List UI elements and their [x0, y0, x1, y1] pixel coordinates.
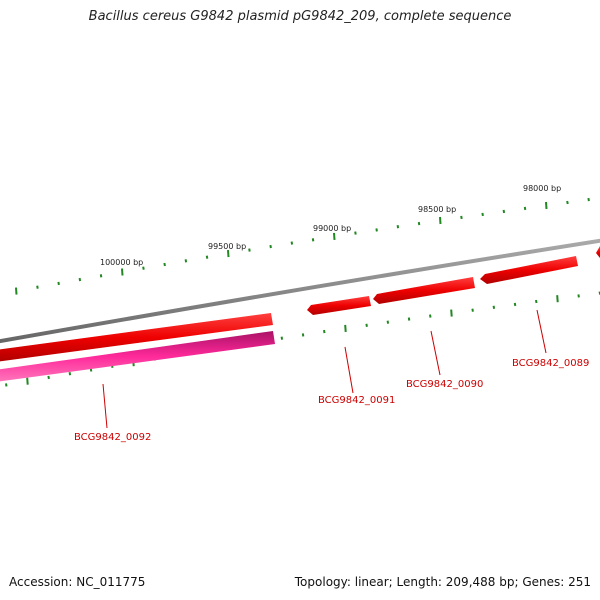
- inner-tick: [407, 317, 411, 321]
- gene-bar-bcg9842-0092[interactable]: [0, 331, 275, 382]
- gene-bar-partial-edge[interactable]: [596, 246, 600, 258]
- outer-tick: [545, 201, 548, 210]
- leader-line-0091: [344, 346, 354, 394]
- outer-tick: [248, 248, 251, 252]
- inner-tick: [323, 329, 326, 334]
- outer-tick: [15, 287, 18, 295]
- sequence-backbone: [0, 238, 600, 344]
- outer-tick: [205, 255, 209, 259]
- inner-tick: [26, 377, 29, 385]
- outer-tick: [99, 274, 103, 278]
- outer-tick: [78, 277, 82, 282]
- outer-tick: [439, 216, 442, 225]
- outer-tick: [36, 285, 39, 289]
- gene-bar-bcg9842-0089[interactable]: [480, 256, 578, 284]
- inner-tick: [577, 294, 580, 298]
- gene-label-bcg9842-0092[interactable]: BCG9842_0092: [74, 432, 151, 443]
- leader-line-0090: [430, 330, 441, 376]
- outer-tick: [460, 215, 463, 220]
- gene-label-bcg9842-0090[interactable]: BCG9842_0090: [406, 379, 483, 390]
- gene-bar-bcg9842-0092-forward[interactable]: [0, 313, 273, 362]
- scale-label-99500: 99500 bp: [208, 242, 246, 251]
- outer-tick: [184, 259, 188, 263]
- accession-label: Accession: NC_011775: [9, 575, 146, 589]
- outer-tick: [481, 212, 484, 217]
- outer-scale-ticks: [15, 197, 590, 295]
- outer-tick: [57, 281, 60, 286]
- outer-tick: [163, 262, 166, 267]
- gene-label-bcg9842-0089[interactable]: BCG9842_0089: [512, 358, 589, 369]
- inner-tick: [471, 308, 474, 312]
- inner-tick: [535, 299, 538, 304]
- outer-tick: [566, 200, 569, 205]
- inner-tick: [492, 305, 496, 309]
- outer-tick: [311, 238, 315, 242]
- outer-tick: [290, 241, 294, 245]
- topology-summary: Topology: linear; Length: 209,488 bp; Ge…: [294, 575, 591, 589]
- outer-tick: [587, 197, 590, 202]
- leader-line-0092: [102, 383, 108, 429]
- outer-tick: [417, 221, 421, 226]
- inner-tick: [450, 309, 453, 317]
- inner-tick: [556, 295, 559, 303]
- inner-tick: [47, 375, 50, 380]
- outer-tick: [142, 266, 145, 270]
- leader-line-0089: [536, 309, 547, 354]
- inner-tick: [429, 314, 432, 318]
- outer-tick: [502, 209, 506, 214]
- scale-label-99000: 99000 bp: [313, 224, 351, 233]
- scale-label-98500: 98500 bp: [418, 205, 456, 214]
- outer-tick: [269, 244, 272, 249]
- inner-tick: [68, 372, 72, 376]
- inner-tick: [280, 336, 284, 340]
- scale-label-98000: 98000 bp: [523, 184, 561, 193]
- outer-tick: [523, 206, 527, 211]
- gene-bar-bcg9842-0091[interactable]: [307, 296, 371, 315]
- outer-tick: [354, 231, 357, 235]
- gene-label-bcg9842-0091[interactable]: BCG9842_0091: [318, 395, 395, 406]
- inner-tick: [89, 368, 93, 372]
- inner-tick: [365, 323, 368, 327]
- outer-tick: [396, 225, 400, 229]
- gene-bar-bcg9842-0090[interactable]: [373, 277, 475, 304]
- inner-tick: [301, 333, 305, 337]
- outer-tick: [227, 250, 230, 258]
- inner-tick: [386, 320, 390, 324]
- map-title: Bacillus cereus G9842 plasmid pG9842_209…: [88, 9, 512, 24]
- outer-tick: [375, 228, 378, 232]
- outer-tick: [121, 268, 124, 276]
- scale-label-100000: 100000 bp: [100, 258, 143, 267]
- outer-tick: [333, 232, 336, 240]
- inner-tick: [513, 302, 517, 307]
- inner-tick: [5, 383, 8, 387]
- inner-tick: [344, 324, 347, 332]
